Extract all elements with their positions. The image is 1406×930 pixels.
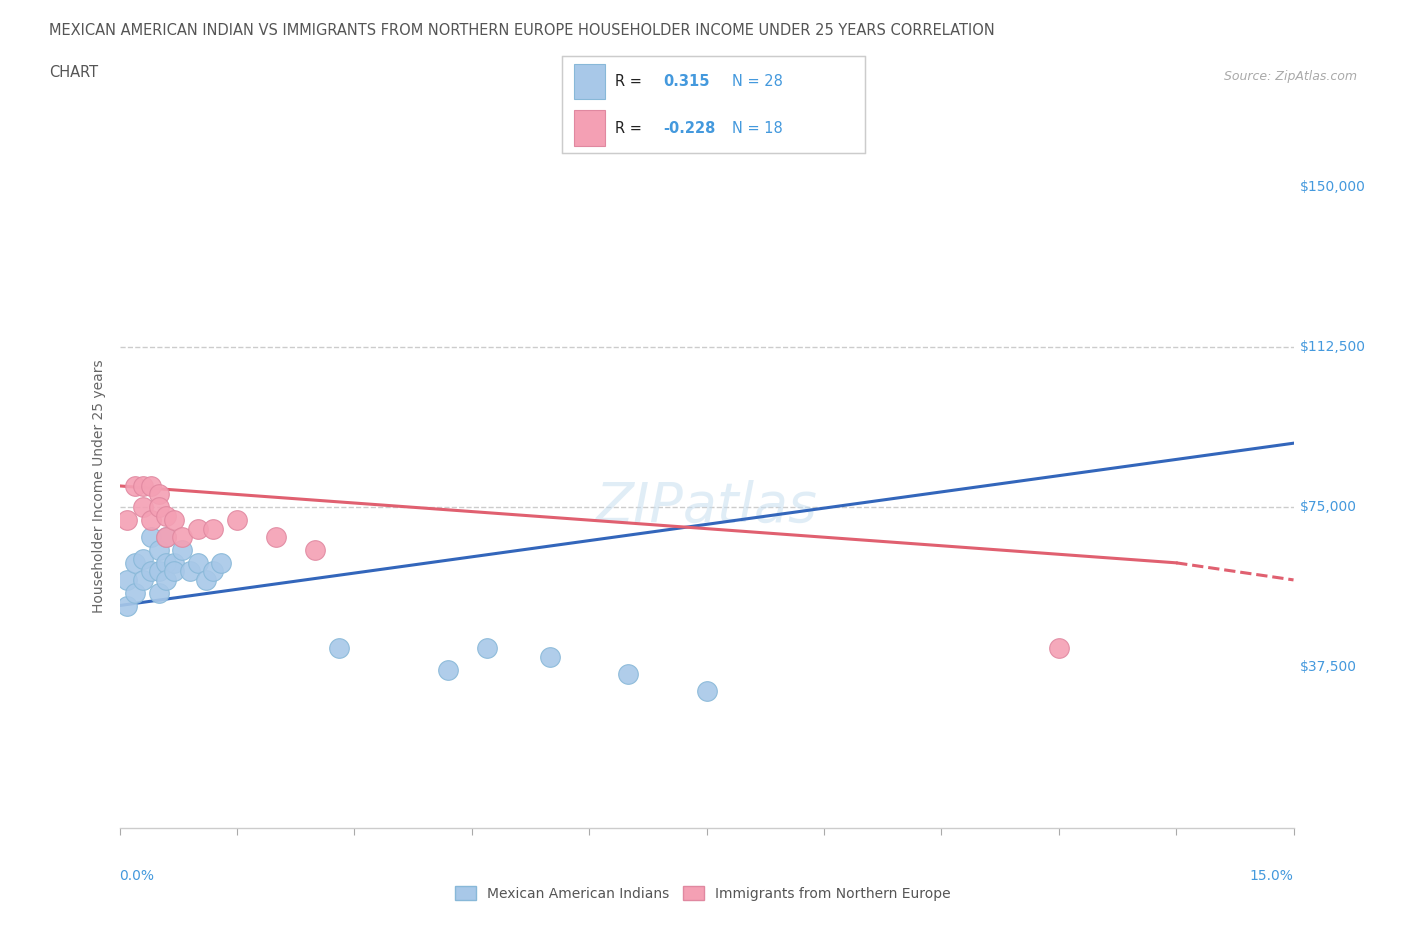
Point [148,542,170,557]
Text: $37,500: $37,500 [1299,660,1357,674]
Point [187,521,209,536]
Text: $150,000: $150,000 [1299,179,1365,193]
Text: $112,500: $112,500 [1299,340,1365,354]
Point [148,564,170,578]
Point [163,555,186,570]
Point [124,479,146,494]
Point [139,530,162,545]
Point [163,512,186,527]
Point [194,573,217,588]
Point [132,499,155,514]
Point [155,555,177,570]
Point [304,542,326,557]
Point [148,487,170,502]
Point [124,555,146,570]
Text: -0.228: -0.228 [664,121,716,136]
Point [139,564,162,578]
Point [696,684,718,698]
Text: ZIPatlas: ZIPatlas [596,480,817,533]
Point [155,573,177,588]
Point [163,564,186,578]
Point [172,530,194,545]
Point [225,512,249,527]
Point [148,585,170,600]
Text: 0.315: 0.315 [664,73,710,88]
Bar [575,111,605,146]
Text: 15.0%: 15.0% [1250,869,1294,883]
Point [124,585,146,600]
Text: $75,000: $75,000 [1299,500,1357,514]
Text: MEXICAN AMERICAN INDIAN VS IMMIGRANTS FROM NORTHERN EUROPE HOUSEHOLDER INCOME UN: MEXICAN AMERICAN INDIAN VS IMMIGRANTS FR… [49,23,995,38]
Point [264,530,287,545]
Point [155,509,177,524]
Point [148,499,170,514]
Point [117,573,139,588]
Point [328,641,350,656]
Point [617,667,640,682]
Text: Source: ZipAtlas.com: Source: ZipAtlas.com [1223,70,1357,83]
Point [209,555,232,570]
Point [538,649,561,664]
Text: N = 18: N = 18 [731,121,782,136]
Point [1047,641,1070,656]
Text: R =: R = [616,121,647,136]
Point [202,564,225,578]
Point [132,551,155,566]
Text: N = 28: N = 28 [731,73,783,88]
Point [132,573,155,588]
Point [202,521,225,536]
Point [179,564,201,578]
Point [172,542,194,557]
Point [155,530,177,545]
Point [187,555,209,570]
Point [132,479,155,494]
Text: 0.0%: 0.0% [120,869,155,883]
Legend: Mexican American Indians, Immigrants from Northern Europe: Mexican American Indians, Immigrants fro… [450,881,956,907]
Bar [575,63,605,99]
Point [437,662,460,677]
Point [477,641,499,656]
Point [155,530,177,545]
Y-axis label: Householder Income Under 25 years: Householder Income Under 25 years [91,359,105,613]
Point [117,512,139,527]
Text: CHART: CHART [49,65,98,80]
Point [117,598,139,613]
Point [139,512,162,527]
Text: R =: R = [616,73,647,88]
Point [139,479,162,494]
